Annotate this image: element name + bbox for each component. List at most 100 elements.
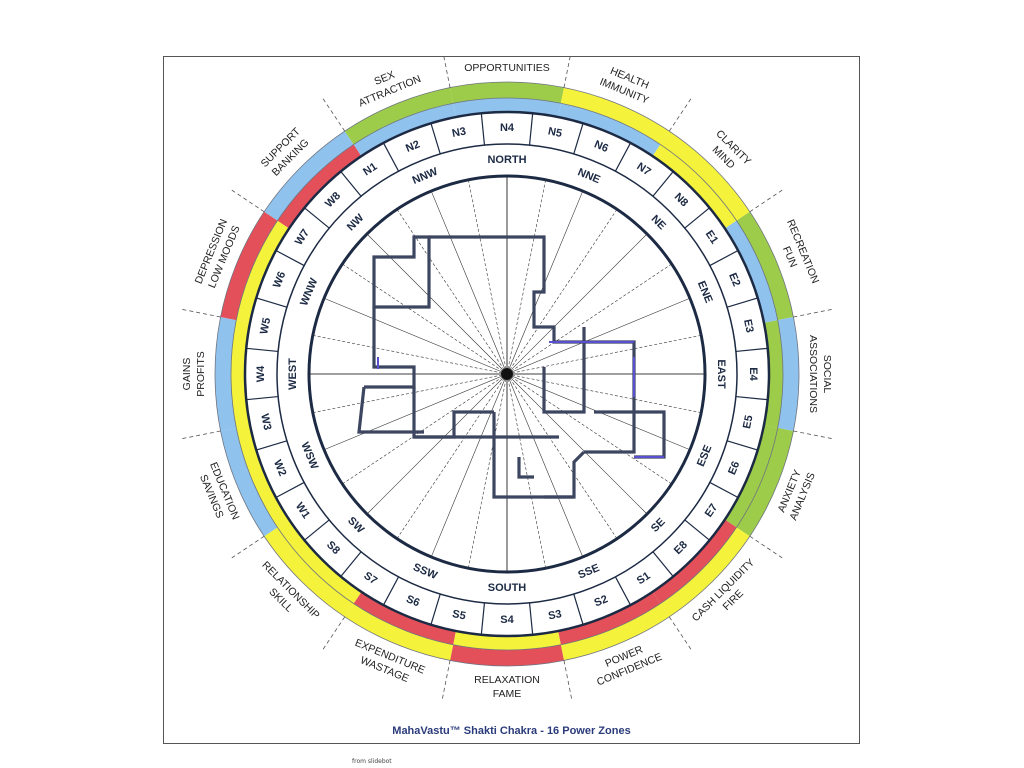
- radial-line: [312, 373, 508, 413]
- pada-divider: [735, 395, 768, 401]
- pada-divider: [726, 440, 758, 451]
- pada-label: N7: [634, 161, 652, 179]
- radial-line: [506, 373, 584, 558]
- direction-label: SW: [345, 515, 366, 536]
- inner-band-segment: [236, 425, 290, 528]
- zone-boundary-line: [749, 188, 785, 213]
- zone-boundary-line: [793, 308, 834, 318]
- pada-divider: [340, 551, 362, 577]
- direction-label: WSW: [298, 441, 320, 472]
- floor-plan: [357, 235, 666, 499]
- pada-label: E3: [741, 318, 755, 334]
- outer-band-segment: [660, 527, 750, 617]
- radial-line: [506, 373, 702, 413]
- pada-divider: [573, 593, 584, 625]
- pada-divider: [614, 142, 632, 172]
- direction-label: SSE: [576, 562, 601, 582]
- outer-band-segment: [777, 317, 799, 431]
- direction-label: NW: [345, 212, 367, 234]
- zone-boundary-line: [321, 96, 346, 132]
- floor-plan-wall: [517, 457, 534, 479]
- outer-band-segment: [220, 211, 278, 321]
- direction-label: NE: [649, 213, 668, 232]
- pada-label: S5: [451, 608, 467, 622]
- pada-divider: [430, 593, 441, 625]
- zone-boundary-line: [229, 188, 265, 213]
- pada-divider: [480, 602, 486, 635]
- radial-line: [506, 297, 691, 375]
- pada-label: S1: [635, 570, 653, 587]
- pada-divider: [256, 440, 288, 451]
- pada-divider: [709, 249, 739, 267]
- outer-band-segment: [220, 427, 278, 537]
- radial-line: [506, 373, 648, 515]
- outer-band-segment: [264, 131, 354, 221]
- zone-boundary-line: [180, 430, 221, 440]
- direction-label: ENE: [695, 279, 715, 304]
- pada-divider: [304, 207, 330, 229]
- pada-segments: [246, 113, 768, 635]
- pada-divider: [726, 297, 758, 308]
- pada-divider: [614, 576, 632, 606]
- chakra-frame: NORTH NNE NE ENE EAST ESE SE SSE SOUTH SSW SW WSW WE…: [163, 56, 860, 744]
- inner-band-segment: [652, 144, 737, 229]
- floor-plan-wall: [492, 412, 586, 499]
- zone-boundary-line: [793, 430, 834, 440]
- inner-band-segment: [236, 220, 290, 323]
- radial-line: [430, 190, 508, 375]
- zone-boundary-line: [668, 616, 693, 652]
- pada-label: W8: [323, 190, 343, 210]
- pada-divider: [735, 347, 768, 353]
- direction-label: SOUTH: [488, 582, 527, 594]
- inner-band-segment: [724, 425, 778, 528]
- pada-divider: [480, 113, 486, 146]
- pada-divider: [304, 519, 330, 541]
- pada-label: W5: [258, 317, 273, 336]
- zone-label: GAINS PROFITS: [181, 351, 207, 397]
- pada-label: S8: [324, 539, 342, 557]
- radial-line: [366, 233, 508, 375]
- pada-divider: [652, 171, 674, 197]
- zone-boundary-line: [229, 535, 265, 560]
- pada-label: E6: [726, 460, 742, 477]
- pada-label: W1: [293, 500, 312, 520]
- outer-band-segment: [450, 644, 564, 666]
- pada-label: E5: [741, 414, 755, 430]
- pada-label: S3: [547, 608, 563, 622]
- radial-line: [468, 179, 508, 375]
- pada-divider: [246, 395, 279, 401]
- outer-band-segment: [560, 603, 670, 661]
- pada-label: S2: [593, 593, 610, 609]
- pada-label: W3: [258, 413, 273, 432]
- pada-label: N5: [547, 125, 563, 140]
- radial-line: [506, 335, 702, 375]
- outer-band-segment: [736, 427, 794, 537]
- radial-line: [506, 373, 672, 485]
- zone-label: MONEY OPPORTUNITIES: [464, 57, 550, 74]
- inner-band-segment: [353, 591, 456, 645]
- pada-divider: [246, 347, 279, 353]
- outer-band-segment: [660, 131, 750, 221]
- pada-divider: [652, 551, 674, 577]
- floor-plan-wall: [372, 235, 431, 309]
- radial-line: [506, 263, 672, 375]
- pada-ring-outer: [243, 110, 771, 638]
- direction-label: WNW: [298, 276, 320, 308]
- inner-band-segment: [277, 519, 362, 604]
- zone-boundary-line: [668, 96, 693, 132]
- outer-band-segment: [215, 317, 237, 431]
- pada-label: S4: [500, 614, 514, 626]
- pada-ring-inner: [276, 143, 738, 605]
- outer-band-segment: [264, 527, 354, 617]
- pada-divider: [382, 576, 400, 606]
- radial-line: [396, 373, 508, 539]
- pada-label: W4: [255, 365, 267, 382]
- floor-plan-wall: [357, 386, 424, 434]
- pada-divider: [275, 481, 305, 499]
- direction-label: WEST: [287, 358, 299, 390]
- center-point: [501, 368, 513, 380]
- radial-line: [342, 263, 508, 375]
